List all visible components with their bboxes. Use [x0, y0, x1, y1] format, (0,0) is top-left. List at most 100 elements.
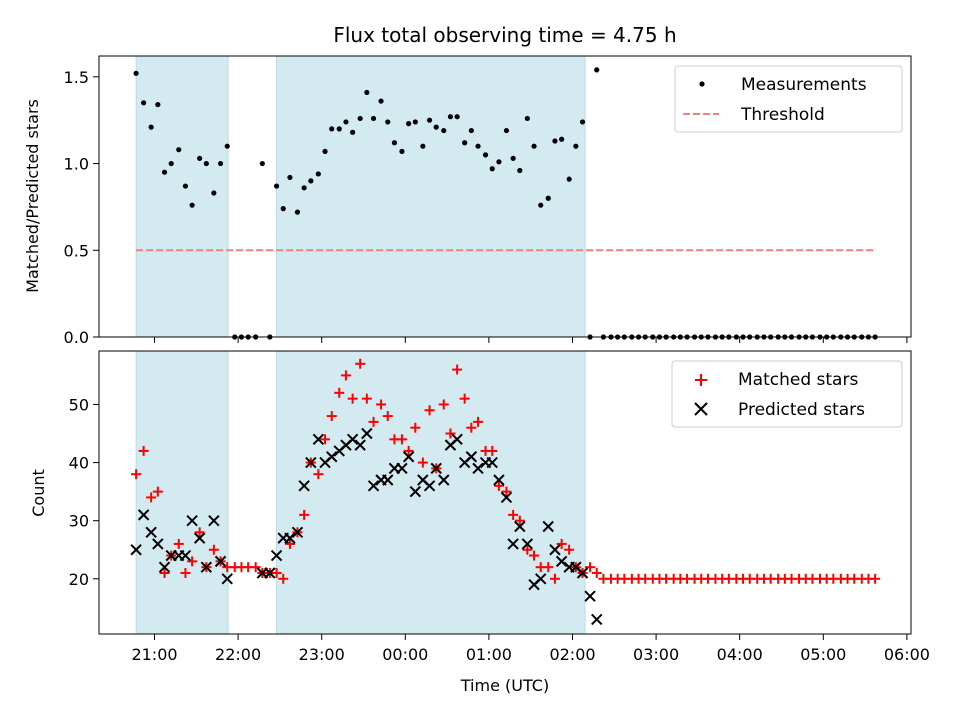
predicted-stars-point [542, 520, 554, 533]
measurements-point [447, 114, 454, 120]
matched-stars-point [320, 434, 331, 445]
measurements-point [462, 140, 468, 146]
predicted-stars-point [500, 491, 513, 504]
predicted-stars-point [130, 544, 142, 556]
predicted-stars-point [549, 544, 561, 556]
top-shaded-intervals [135, 55, 586, 338]
predicted-stars-point [409, 485, 422, 498]
predicted-stars-point [486, 456, 498, 469]
measurements-point [217, 160, 224, 167]
legend-matched-label: Matched stars [738, 370, 858, 390]
predicted-stars-point [507, 538, 519, 550]
predicted-stars-point [354, 439, 366, 451]
measurements-point [322, 148, 328, 155]
measurements-point [433, 124, 439, 130]
measurements-point [155, 101, 161, 108]
top-shaded-interval [276, 55, 586, 338]
bottom-panel: 20 30 40 50 21:00 22:00 23:00 00:00 01:00 02:00 0… [29, 350, 930, 695]
predicted-stars-point [179, 549, 192, 562]
predicted-stars-point [298, 480, 310, 492]
x-tick-label: 04:00 [717, 645, 763, 664]
measurements-point [468, 127, 474, 134]
measurements-point [343, 119, 349, 125]
predicted-stars-point [584, 590, 596, 602]
predicted-stars-point [270, 549, 283, 562]
bottom-plot-marks [130, 358, 881, 626]
predicted-stars-point [472, 462, 484, 475]
matched-stars-point [493, 480, 504, 491]
matched-stars-point [250, 562, 261, 573]
bottom-shaded-intervals [135, 350, 586, 635]
matched-stars-point [173, 538, 184, 549]
matched-stars-point [152, 486, 163, 497]
matched-stars-point [131, 469, 142, 480]
matched-stars-point [382, 411, 393, 422]
bottom-axes-frame [98, 350, 912, 635]
measurements-point [426, 117, 433, 123]
matched-stars-point [180, 567, 191, 578]
matched-stars-point [410, 422, 421, 433]
predicted-stars-point [200, 561, 213, 573]
measurements-point [315, 171, 321, 177]
matched-stars-point [208, 544, 219, 555]
top-x-axis-ticks [154, 337, 908, 343]
matched-stars-point [591, 567, 602, 578]
predicted-stars-point [514, 520, 526, 533]
top-axes-frame [98, 55, 912, 338]
matched-stars-point [355, 358, 366, 369]
matched-stars-point [417, 457, 428, 468]
predicted-stars-point [438, 474, 450, 486]
measurements-point [475, 143, 481, 149]
matched-stars-point [326, 411, 337, 422]
matched-stars-point [556, 538, 567, 549]
measurements-point [364, 89, 370, 96]
measurements-point [406, 121, 412, 127]
x-tick-label: 23:00 [299, 645, 345, 664]
measurements-point [357, 115, 363, 122]
measurements-point [510, 155, 516, 161]
matched-stars-point [473, 416, 484, 427]
top-panel: 0.0 0.5 1.0 1.5 Matched/Predicted stars Mea… [23, 55, 912, 347]
measurements-point [482, 152, 489, 158]
x-tick-label: 05:00 [800, 645, 846, 664]
top-legend: Measurements Threshold [674, 65, 903, 133]
top-shaded-interval [135, 55, 229, 338]
matched-stars-point [543, 562, 554, 573]
measurements-point [294, 209, 301, 215]
matched-stars-point [271, 567, 282, 578]
measurements-point [399, 148, 405, 155]
predicted-stars-point [152, 538, 164, 550]
measurements-point [336, 126, 342, 132]
matched-stars-point [403, 445, 414, 456]
matched-stars-point [522, 544, 533, 555]
measurements-point [211, 190, 217, 196]
top-y-tick-label: 0.5 [64, 241, 89, 260]
measurements-point [287, 174, 293, 181]
measurements-point [370, 115, 377, 122]
matched-stars-point [501, 486, 512, 497]
matched-stars-point [564, 544, 575, 555]
bottom-y-tick-label: 50 [69, 395, 89, 414]
top-y-axis-label: Matched/Predicted stars [23, 99, 42, 293]
predicted-stars-point [361, 427, 373, 440]
matched-stars-point [299, 509, 310, 520]
matched-stars-point [187, 556, 198, 567]
matched-stars-point [368, 416, 379, 427]
matched-stars-point [487, 445, 498, 456]
measurements-point [176, 147, 182, 153]
measurements-point [441, 127, 447, 134]
matched-stars-point [340, 370, 351, 381]
matched-stars-point [146, 492, 157, 503]
predicted-stars-point [430, 462, 442, 475]
predicted-stars-point [382, 474, 394, 486]
measurements-point [301, 185, 307, 191]
matched-stars-point [445, 428, 456, 439]
predicted-stars-point [193, 532, 206, 544]
legend-measurements-label: Measurements [741, 75, 867, 95]
x-tick-label: 22:00 [215, 645, 261, 664]
predicted-stars-point [221, 573, 233, 585]
legend-measurements-marker [699, 81, 705, 87]
legend-predicted-marker [694, 402, 708, 416]
predicted-stars-point [158, 561, 171, 573]
predicted-stars-point [423, 480, 436, 492]
